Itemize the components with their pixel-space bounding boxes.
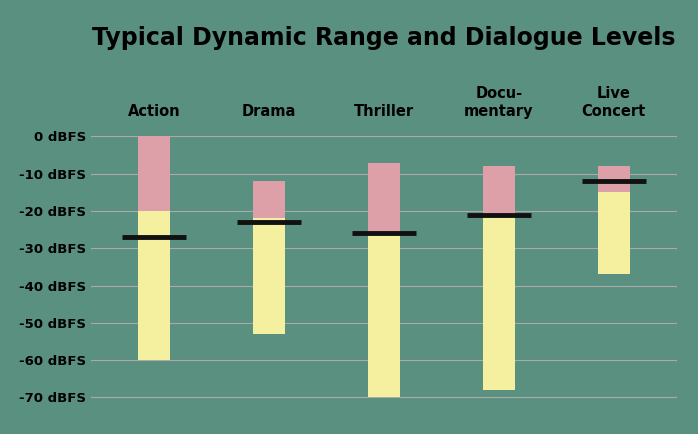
Bar (138, 211, 170, 360)
Text: Thriller: Thriller (354, 104, 414, 118)
Bar (253, 181, 285, 218)
Bar (138, 136, 170, 211)
Bar (253, 218, 285, 334)
Bar (597, 181, 630, 274)
Text: Drama: Drama (242, 104, 296, 118)
Bar (483, 166, 515, 215)
Bar (368, 233, 400, 398)
Bar (368, 162, 400, 233)
Title: Typical Dynamic Range and Dialogue Levels: Typical Dynamic Range and Dialogue Level… (92, 26, 676, 50)
Bar (483, 215, 515, 390)
Bar (597, 166, 630, 192)
Text: Action: Action (128, 104, 180, 118)
Text: Docu-
mentary: Docu- mentary (464, 86, 533, 118)
Text: Live
Concert: Live Concert (581, 86, 646, 118)
